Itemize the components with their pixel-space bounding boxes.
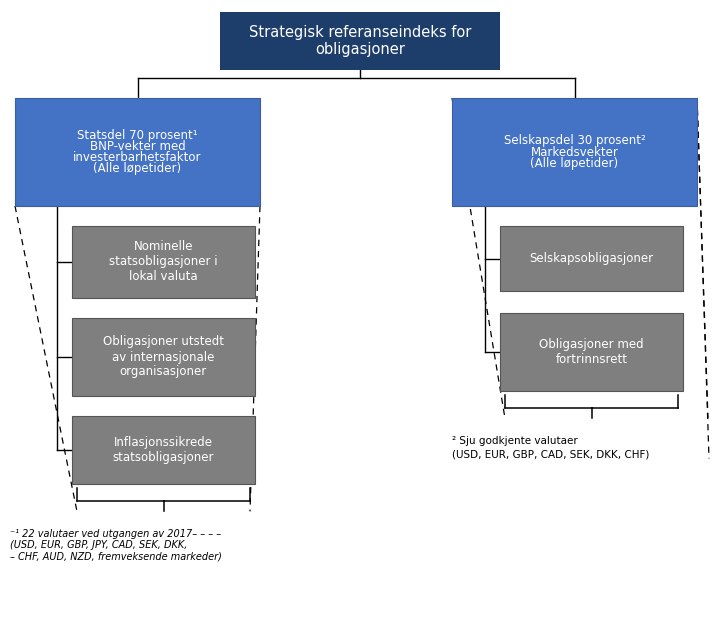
Text: Strategisk referanseindeks for
obligasjoner: Strategisk referanseindeks for obligasjo… [249, 25, 471, 57]
Text: Markedsvekter: Markedsvekter [531, 146, 618, 159]
Text: BNP-vekter med: BNP-vekter med [90, 140, 186, 153]
Text: (USD, EUR, GBP, JPY, CAD, SEK, DKK,: (USD, EUR, GBP, JPY, CAD, SEK, DKK, [10, 540, 188, 550]
FancyBboxPatch shape [72, 318, 255, 396]
Text: Obligasjoner utstedt
av internasjonale
organisasjoner: Obligasjoner utstedt av internasjonale o… [103, 336, 224, 378]
Text: investerbarhetsfaktor: investerbarhetsfaktor [73, 151, 202, 164]
Text: (USD, EUR, GBP, CAD, SEK, DKK, CHF): (USD, EUR, GBP, CAD, SEK, DKK, CHF) [452, 449, 649, 460]
FancyBboxPatch shape [15, 98, 260, 206]
Text: Selskapsobligasjoner: Selskapsobligasjoner [529, 252, 654, 265]
Text: (Alle løpetider): (Alle løpetider) [531, 157, 618, 170]
Text: – CHF, AUD, NZD, fremveksende markeder): – CHF, AUD, NZD, fremveksende markeder) [10, 552, 222, 561]
Text: Nominelle
statsobligasjoner i
lokal valuta: Nominelle statsobligasjoner i lokal valu… [109, 241, 218, 283]
FancyBboxPatch shape [500, 313, 683, 391]
Text: Selskapsdel 30 prosent²: Selskapsdel 30 prosent² [503, 135, 646, 147]
Text: Obligasjoner med
fortrinnsrett: Obligasjoner med fortrinnsrett [539, 338, 644, 366]
Text: ⁻¹ 22 valutaer ved utgangen av 2017– – – –: ⁻¹ 22 valutaer ved utgangen av 2017– – –… [10, 529, 221, 539]
Text: (Alle løpetider): (Alle løpetider) [93, 162, 182, 175]
FancyBboxPatch shape [500, 226, 683, 291]
Text: Inflasjonssikrede
statsobligasjoner: Inflasjonssikrede statsobligasjoner [113, 436, 214, 464]
FancyBboxPatch shape [220, 12, 500, 70]
FancyBboxPatch shape [72, 226, 255, 298]
Text: Statsdel 70 prosent¹: Statsdel 70 prosent¹ [77, 129, 198, 142]
Text: ² Sju godkjente valutaer: ² Sju godkjente valutaer [452, 436, 578, 447]
FancyBboxPatch shape [72, 416, 255, 484]
FancyBboxPatch shape [452, 98, 697, 206]
